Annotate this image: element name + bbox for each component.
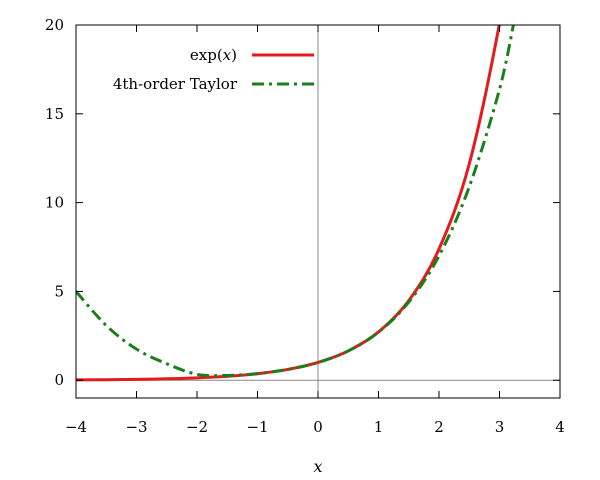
- y-tick-label: 5: [54, 282, 64, 300]
- x-axis-label: x: [313, 457, 322, 476]
- x-tick-label: −3: [125, 418, 147, 436]
- y-tick-label: 0: [54, 371, 64, 389]
- series-layer: [76, 25, 515, 382]
- x-tick-label: 0: [313, 418, 323, 436]
- series-line-taylor: [76, 25, 515, 378]
- x-tick-label: 2: [434, 418, 444, 436]
- ticks: −4 −3 −2 −1 0 1 2 3 4 0 5 10 15 20: [45, 16, 565, 436]
- y-tick-label: 15: [45, 105, 64, 123]
- x-tick-label: 4: [555, 418, 565, 436]
- y-tick-label: 20: [45, 16, 64, 34]
- x-tick-label: −1: [246, 418, 268, 436]
- x-tick-label: −4: [65, 418, 87, 436]
- y-tick-label: 10: [45, 194, 64, 212]
- x-tick-label: 1: [374, 418, 384, 436]
- series-line-exp: [76, 25, 501, 382]
- legend-label-exp: exp(x): [190, 46, 237, 64]
- legend: exp(x) 4th-order Taylor: [113, 46, 314, 93]
- x-tick-label: 3: [495, 418, 505, 436]
- x-tick-label: −2: [186, 418, 208, 436]
- legend-label-taylor: 4th-order Taylor: [113, 75, 238, 93]
